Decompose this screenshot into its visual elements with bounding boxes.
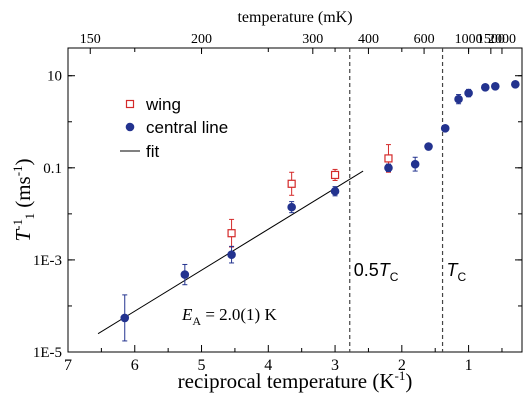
central-line-point [287, 202, 296, 212]
x-tick-label: 3 [331, 357, 339, 374]
central-line-point [384, 163, 393, 173]
central-line-point [330, 186, 340, 196]
central-line-point [227, 250, 236, 259]
x-tick-label: 6 [131, 357, 139, 374]
central-line-point [440, 124, 450, 133]
top-tick-label: 2000 [488, 32, 516, 47]
x-tick-label: 1 [465, 357, 473, 374]
plot-frame-rect [67, 47, 523, 353]
central-line-point [480, 83, 490, 92]
critical-temperature-label: TC [447, 260, 467, 284]
x-tick-label: 2 [398, 357, 406, 374]
legend-central-line-marker [125, 122, 135, 132]
wing-point [287, 179, 296, 188]
x-tick-label: 7 [64, 357, 72, 374]
legend-central-line-label: central line [146, 118, 228, 137]
top-axis-label: temperature (mK) [237, 9, 352, 26]
critical-temperature-label: 0.5TC [354, 260, 399, 284]
wing-point [330, 170, 340, 180]
central-line-point [180, 270, 190, 279]
top-tick-label: 1500 [477, 32, 505, 47]
central-line-point [410, 159, 420, 169]
reference-lines: 0.5TC TC [349, 48, 467, 352]
data-points [120, 80, 520, 342]
top-tick-label: 150 [80, 32, 101, 47]
y-tick-label: 10 [47, 69, 62, 85]
legend-wing-marker [125, 99, 135, 109]
central-line-point [120, 313, 130, 323]
y-axis-label: T-11 (ms-1) [10, 158, 37, 241]
legend-fit-label: fit [146, 142, 160, 161]
top-tick-label: 600 [414, 32, 435, 47]
legend-wing-label: wing [145, 95, 181, 114]
y-tick-label: 0.1 [43, 161, 62, 177]
central-line-point [490, 81, 500, 91]
top-tick-label: 400 [358, 32, 379, 47]
legend: wing central line fit [120, 95, 228, 161]
x-axis-label: reciprocal temperature (K-1) [178, 368, 413, 393]
central-line-point [464, 88, 473, 98]
axis-labels: 7 6 5 4 3 2 1 1E-5 1E-3 0.1 10 150 200 300 400 600 10001… [10, 9, 516, 393]
wing-point [384, 154, 393, 163]
x-tick-label: 5 [198, 357, 206, 374]
plot-frame [67, 47, 523, 353]
top-tick-label: 200 [191, 32, 212, 47]
central-line-point [454, 94, 463, 104]
y-tick-label: 1E-5 [33, 345, 62, 361]
top-tick-label: 1000 [455, 32, 483, 47]
central-line-point [511, 80, 520, 89]
top-tick-label: 300 [302, 32, 323, 47]
wing-point [227, 229, 236, 238]
central-line-point [424, 142, 433, 151]
y-tick-label: 1E-3 [33, 253, 62, 269]
x-tick-label: 4 [264, 357, 272, 374]
activation-energy-label: EA = 2.0(1) K [181, 305, 277, 328]
